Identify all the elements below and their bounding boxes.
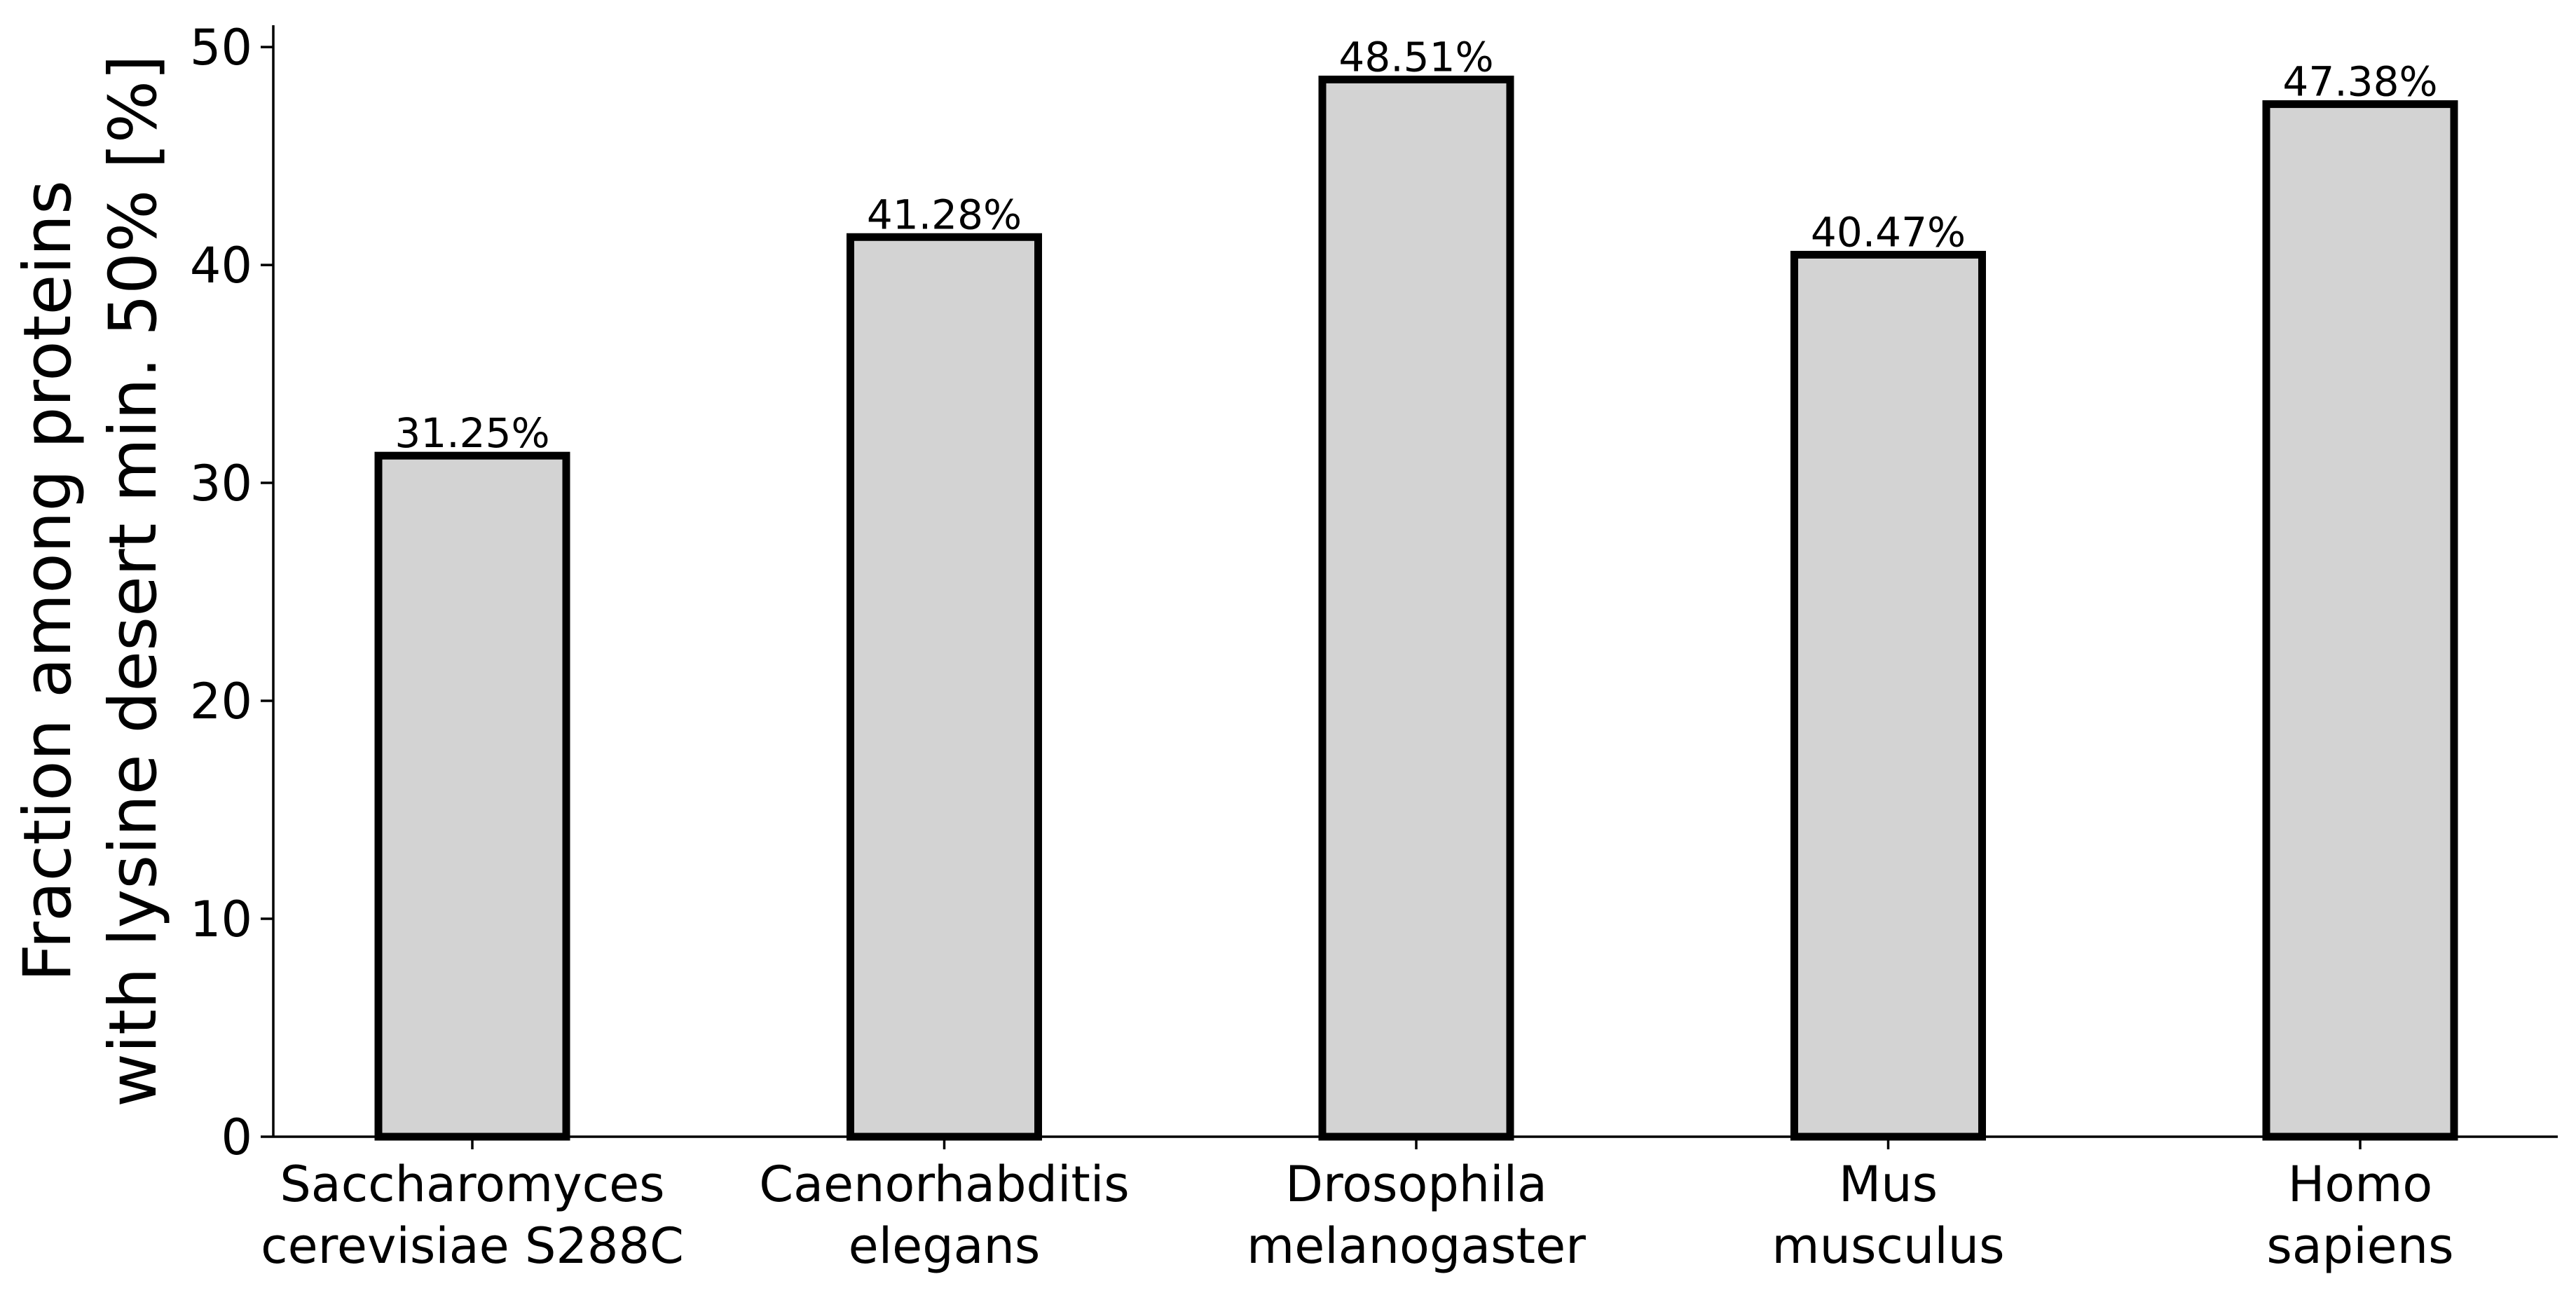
- bar-value-label: 41.28%: [867, 191, 1022, 238]
- x-tick-label: elegans: [849, 1217, 1041, 1275]
- bar-value-label: 31.25%: [395, 409, 549, 457]
- y-tick-label: 50: [190, 19, 252, 76]
- y-tick-label: 0: [221, 1109, 252, 1166]
- bar-value-label: 47.38%: [2282, 58, 2437, 106]
- y-axis-label-line: Fraction among proteins: [10, 180, 86, 982]
- bar: [1318, 75, 1514, 1141]
- y-axis-label-line: with lysine desert min. 50% [%]: [95, 55, 172, 1107]
- x-tick-label: melanogaster: [1247, 1217, 1586, 1275]
- bar: [2262, 100, 2458, 1141]
- x-tick-label: Saccharomyces: [280, 1156, 664, 1213]
- bar: [374, 451, 570, 1141]
- bar-value-label: 48.51%: [1338, 33, 1493, 81]
- x-tick-label: Caenorhabditis: [759, 1156, 1130, 1213]
- y-tick-label: 30: [190, 455, 252, 512]
- x-tick-label: Drosophila: [1285, 1156, 1547, 1213]
- x-tick-label: Homo: [2288, 1156, 2432, 1213]
- axes: [272, 25, 2558, 1138]
- x-tick-label: cerevisiae S288C: [261, 1217, 684, 1275]
- x-tick-label: sapiens: [2266, 1217, 2453, 1275]
- bar: [847, 233, 1042, 1141]
- y-axis-label: Fraction among proteins with lysine deser…: [10, 55, 172, 1107]
- x-tick-label: musculus: [1772, 1217, 2004, 1275]
- y-tick-label: 40: [190, 237, 252, 294]
- bars: [374, 75, 2458, 1141]
- x-tick-label: Mus: [1839, 1156, 1938, 1213]
- y-tick-label: 10: [190, 891, 252, 948]
- data-labels: 31.25% 41.28% 48.51% 40.47% 47.38%: [395, 33, 2437, 457]
- bar: [1790, 250, 1986, 1141]
- bar-value-label: 40.47%: [1811, 208, 1966, 256]
- y-axis-ticks: 0 10 20 30 40 50: [190, 19, 273, 1166]
- y-tick-label: 20: [190, 673, 252, 730]
